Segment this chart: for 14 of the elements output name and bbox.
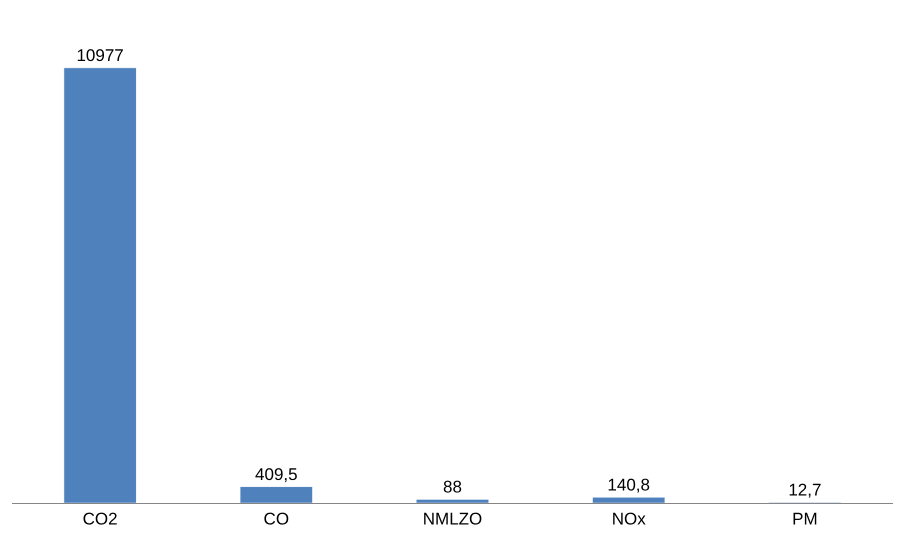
data-label: 10977 bbox=[76, 46, 124, 65]
data-label: 88 bbox=[443, 478, 462, 497]
bar bbox=[240, 486, 313, 503]
data-label: 409,5 bbox=[255, 464, 298, 484]
data-label: 140,8 bbox=[607, 475, 650, 494]
x-tick-label: CO2 bbox=[82, 509, 118, 528]
bar bbox=[416, 499, 489, 503]
bar bbox=[592, 497, 666, 503]
x-tick-label: NMLZO bbox=[422, 509, 482, 528]
bar bbox=[64, 68, 136, 503]
x-tick-label: PM bbox=[792, 509, 818, 528]
x-tick-label: NOx bbox=[612, 509, 646, 528]
data-label: 12,7 bbox=[788, 480, 822, 500]
x-tick-label: CO bbox=[264, 509, 290, 528]
